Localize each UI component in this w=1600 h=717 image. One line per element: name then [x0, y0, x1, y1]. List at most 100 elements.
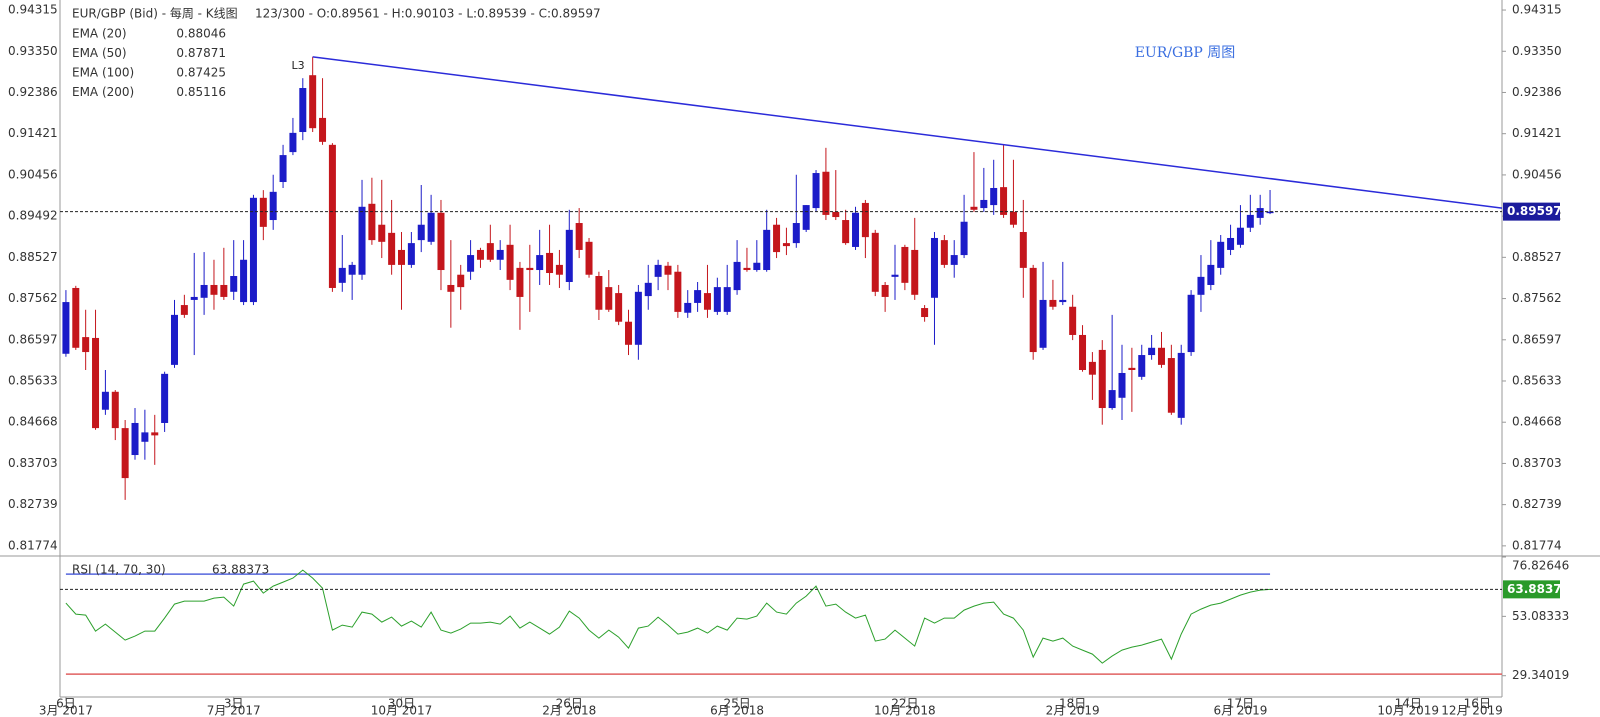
candle-body — [605, 287, 613, 310]
candle-body — [279, 155, 287, 183]
candle-body — [1128, 367, 1136, 370]
indicator-value: 63.88373 — [212, 563, 269, 577]
candle-body — [644, 282, 652, 297]
indicator-value: 0.87425 — [176, 66, 226, 80]
candle-body — [1088, 361, 1096, 375]
candle-body — [526, 267, 534, 271]
y-tick-label: 0.93350 — [8, 44, 58, 58]
candle-body — [773, 224, 781, 253]
candle-body — [417, 224, 425, 241]
candle-body — [921, 308, 929, 318]
y-tick-label: 0.94315 — [1512, 3, 1562, 17]
candle-body — [703, 293, 711, 310]
candle-body — [407, 243, 415, 265]
indicator-name: EMA (100) — [72, 66, 134, 80]
y-tick-label: 0.93350 — [1512, 44, 1562, 58]
x-tick-period: 12月 2019 — [1441, 704, 1503, 717]
y-tick-label: 0.92386 — [1512, 85, 1562, 99]
candle-body — [328, 144, 336, 288]
y-tick-label: 53.08333 — [1512, 609, 1569, 623]
y-tick-label: 0.81774 — [8, 538, 58, 552]
y-tick-label: 0.88527 — [1512, 250, 1562, 264]
candle-body — [713, 287, 721, 312]
y-tick-label: 0.86597 — [8, 332, 58, 346]
candle-body — [447, 284, 455, 292]
y-tick-label: 0.88527 — [8, 250, 58, 264]
candle-body — [82, 337, 90, 353]
candle-body — [358, 206, 366, 275]
y-tick-label: 0.82739 — [8, 497, 58, 511]
candle-body — [319, 117, 327, 142]
candle-body — [299, 88, 307, 133]
y-tick-label: 0.90456 — [8, 167, 58, 181]
x-tick-period: 10月 2019 — [1377, 704, 1439, 717]
candle-body — [1000, 187, 1008, 215]
y-tick-label: 0.85633 — [1512, 373, 1562, 387]
candle-body — [111, 391, 119, 429]
candle-body — [674, 271, 682, 312]
y-tick-label: 0.94315 — [8, 3, 58, 17]
candle-body — [575, 223, 583, 250]
candle-body — [1177, 352, 1185, 418]
last-rsi-box — [1503, 580, 1560, 599]
x-tick-label: 25日 — [723, 697, 750, 711]
candle-body — [1039, 299, 1047, 348]
candle-body — [812, 173, 820, 209]
y-tick-label: 0.83703 — [1512, 456, 1562, 470]
annotation: EUR/GBP 周图 — [1135, 45, 1236, 61]
candle-body — [792, 223, 800, 244]
x-tick-label: 26日 — [556, 697, 583, 711]
candle-body — [1157, 347, 1165, 365]
candle-body — [881, 284, 889, 297]
candle-body — [1207, 264, 1215, 285]
candle-body — [92, 337, 100, 429]
candle-body — [763, 229, 771, 271]
candle-body — [940, 240, 948, 265]
candle-body — [664, 265, 672, 275]
candle-body — [743, 267, 751, 271]
candle-body — [615, 293, 623, 322]
candle-body — [161, 373, 169, 423]
candle-body — [1256, 208, 1264, 218]
candle-body — [1266, 211, 1274, 214]
trendline-label: L3 — [292, 59, 305, 72]
candle-body — [802, 205, 810, 230]
candle-body — [852, 212, 860, 247]
candle-body — [930, 237, 938, 298]
candle-body — [457, 274, 465, 288]
x-tick-label: 14日 — [1395, 697, 1422, 711]
y-tick-label: 0.87562 — [8, 291, 58, 305]
candle-body — [368, 203, 376, 241]
candle-body — [871, 232, 879, 292]
candle-body — [960, 221, 968, 256]
candle-body — [220, 284, 228, 297]
candle-body — [348, 264, 356, 275]
candle-body — [595, 276, 603, 310]
candle-body — [555, 264, 563, 275]
y-tick-label: 0.84668 — [1512, 415, 1562, 429]
y-tick-label: 0.81774 — [1512, 538, 1562, 552]
y-tick-label: 0.82739 — [1512, 497, 1562, 511]
candle-body — [694, 290, 702, 303]
y-tick-label: 0.86597 — [1512, 332, 1562, 346]
candle-body — [230, 276, 238, 292]
x-tick-period: 6月 2019 — [1213, 704, 1267, 717]
candle-body — [101, 391, 109, 410]
candle-body — [1246, 214, 1254, 228]
candle-body — [585, 241, 593, 275]
y-tick-label: 0.87562 — [1512, 291, 1562, 305]
candle-body — [309, 75, 317, 129]
candle-body — [398, 249, 406, 265]
x-tick-label: 17日 — [1227, 697, 1254, 711]
x-tick-label: 30日 — [388, 697, 415, 711]
candle-body — [1029, 267, 1037, 353]
candle-body — [467, 255, 475, 272]
last-price-box — [1503, 202, 1560, 221]
candle-body — [654, 264, 662, 277]
candle-body — [1009, 211, 1017, 225]
candle-body — [1148, 347, 1156, 356]
y-tick-label: 0.90456 — [1512, 167, 1562, 181]
candle-body — [832, 211, 840, 218]
